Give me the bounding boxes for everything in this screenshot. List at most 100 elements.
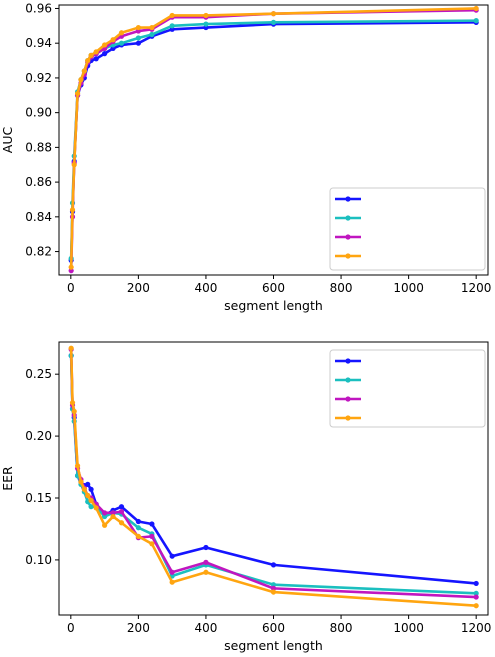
y-tick-label: 0.20: [25, 429, 52, 443]
data-point: [88, 497, 94, 504]
data-point: [102, 51, 108, 57]
data-point: [135, 525, 141, 531]
y-tick-label: 0.84: [25, 210, 52, 224]
data-point: [88, 52, 94, 58]
series-line-4: [69, 7, 478, 269]
data-point: [473, 590, 479, 596]
data-point: [81, 486, 87, 492]
data-point: [203, 21, 209, 27]
data-point: [270, 562, 277, 568]
legend-box: [329, 349, 486, 428]
data-point: [102, 42, 108, 48]
x-tick-label: 800: [330, 281, 353, 295]
data-point: [270, 589, 277, 595]
y-tick-label: 0.94: [25, 36, 52, 50]
data-point: [74, 463, 81, 469]
data-point: [169, 23, 175, 29]
legend-swatch-marker: [345, 215, 351, 221]
data-point: [149, 24, 155, 31]
data-point: [88, 504, 94, 510]
data-point: [78, 479, 84, 485]
data-point: [270, 11, 277, 17]
data-point: [169, 569, 175, 575]
data-point: [135, 24, 141, 31]
data-point: [135, 35, 141, 41]
legend: [329, 349, 486, 428]
legend-swatch-marker: [345, 196, 351, 202]
data-point: [110, 510, 116, 516]
x-tick-label: 1200: [461, 621, 492, 635]
x-tick-label: 0: [67, 621, 75, 635]
data-point: [270, 585, 277, 591]
data-point: [88, 486, 94, 492]
x-tick-label: 0: [67, 281, 75, 295]
y-tick-label: 0.92: [25, 71, 52, 85]
data-point: [69, 207, 76, 213]
legend-swatch-marker: [345, 253, 351, 259]
legend: [329, 187, 486, 271]
data-point: [74, 90, 81, 97]
legend-swatch-marker: [345, 415, 351, 421]
data-point: [93, 49, 99, 55]
y-tick-label: 0.88: [25, 140, 52, 154]
legend-swatch-marker: [345, 377, 351, 383]
y-tick-label: 0.90: [25, 106, 52, 120]
data-point: [135, 518, 141, 525]
data-point: [149, 31, 155, 38]
data-point: [203, 559, 209, 565]
series-line-4: [69, 346, 478, 608]
y-tick-label: 0.96: [25, 1, 52, 15]
data-point: [270, 582, 277, 588]
data-point: [118, 30, 125, 36]
data-point: [85, 481, 91, 487]
data-point: [473, 5, 479, 12]
data-point: [85, 492, 91, 499]
chart-panel-eer: 0 200 400 600 800 1000 1200 0.10 0.15 0.20 0.25 seg…: [0, 341, 492, 653]
data-point: [93, 56, 99, 62]
data-point: [118, 509, 125, 515]
y-axis-label: AUC: [0, 127, 15, 154]
x-tick-label: 1200: [461, 281, 492, 295]
data-point: [85, 57, 91, 64]
x-tick-label: 400: [194, 621, 217, 635]
x-tick-label: 800: [330, 621, 353, 635]
data-point: [78, 77, 84, 83]
data-point: [135, 40, 141, 46]
legend-swatch-marker: [345, 358, 351, 364]
x-tick-label: 600: [262, 621, 285, 635]
data-point: [149, 533, 155, 539]
data-point: [149, 541, 155, 547]
y-tick-label: 0.10: [25, 553, 52, 567]
x-tick-label: 400: [194, 281, 217, 295]
data-point: [118, 504, 125, 510]
data-point: [102, 510, 108, 516]
data-point: [93, 505, 99, 511]
legend-box: [329, 187, 486, 271]
data-point: [473, 594, 479, 600]
x-tick-label: 1000: [393, 281, 424, 295]
data-point: [473, 18, 479, 24]
data-point: [71, 408, 77, 414]
data-point: [473, 603, 479, 609]
data-point: [102, 522, 108, 528]
data-point: [102, 513, 108, 520]
y-tick-label: 0.86: [25, 175, 52, 189]
y-tick-label: 0.82: [25, 245, 52, 259]
data-point: [169, 12, 175, 19]
x-tick-label: 600: [262, 281, 285, 295]
y-tick-label: 0.15: [25, 491, 52, 505]
data-point: [110, 37, 116, 43]
data-point: [118, 520, 125, 526]
data-point: [169, 579, 175, 585]
data-point: [68, 264, 74, 270]
chart-panel-auc: 0 200 400 600 800 1000 1200 0.82 0.84 0.86 0.88 0.9…: [0, 1, 491, 313]
plot-frame: [58, 341, 489, 616]
data-point: [149, 521, 155, 527]
data-point: [203, 12, 209, 19]
data-point: [203, 544, 209, 551]
y-tick-label: 0.25: [25, 367, 52, 381]
data-point: [118, 40, 125, 46]
plot-frame: [58, 4, 489, 276]
data-point: [81, 68, 87, 74]
